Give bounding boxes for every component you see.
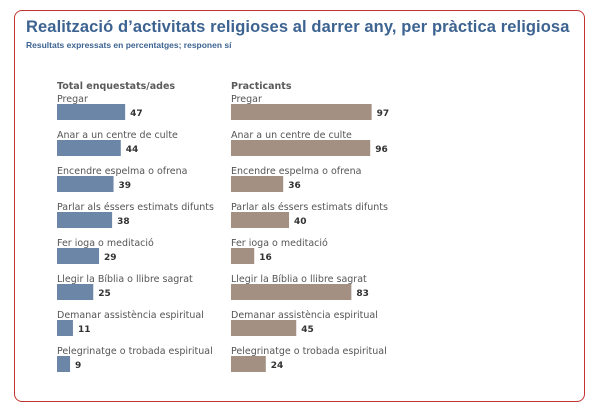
bar: [231, 248, 255, 264]
panel-title-practicants: Practicants: [231, 81, 292, 92]
category-label: Llegir la Bíblia o llibre sagrat: [231, 274, 367, 285]
bar: [57, 320, 73, 336]
value-label: 38: [117, 217, 130, 227]
bar: [57, 104, 126, 120]
bar: [57, 140, 121, 156]
bar: [231, 284, 352, 300]
category-label: Fer ioga o meditació: [57, 238, 154, 249]
bar: [57, 356, 71, 372]
value-label: 44: [126, 145, 139, 155]
value-label: 40: [294, 217, 307, 227]
category-label: Encendre espelma o ofrena: [231, 166, 361, 177]
chart-frame: [14, 10, 585, 402]
value-label: 9: [75, 361, 81, 371]
value-label: 25: [98, 289, 111, 299]
category-label: Pelegrinatge o trobada espiritual: [231, 346, 387, 357]
bar: [231, 140, 371, 156]
category-label: Pregar: [57, 94, 88, 105]
bar: [231, 356, 266, 372]
bar: [231, 212, 289, 228]
bar: [231, 320, 297, 336]
bar: [231, 176, 284, 192]
category-label: Encendre espelma o ofrena: [57, 166, 187, 177]
category-label: Demanar assistència espiritual: [231, 310, 378, 321]
bar: [57, 248, 100, 264]
bar: [57, 212, 113, 228]
chart-title: Realització d’activitats religioses al d…: [26, 18, 570, 36]
value-label: 47: [130, 109, 143, 119]
value-label: 16: [259, 253, 272, 263]
category-label: Pregar: [231, 94, 262, 105]
value-label: 11: [78, 325, 91, 335]
bar: [57, 284, 94, 300]
value-label: 36: [288, 181, 301, 191]
value-label: 45: [301, 325, 314, 335]
category-label: Anar a un centre de culte: [57, 130, 178, 141]
chart-subtitle: Resultats expressats en percentatges; re…: [26, 40, 232, 50]
panel-title-total: Total enquestats/ades: [57, 81, 176, 92]
value-label: 96: [375, 145, 388, 155]
category-label: Parlar als éssers estimats difunts: [57, 202, 214, 213]
category-label: Fer ioga o meditació: [231, 238, 328, 249]
category-label: Pelegrinatge o trobada espiritual: [57, 346, 213, 357]
bar: [57, 176, 114, 192]
category-label: Demanar assistència espiritual: [57, 310, 204, 321]
category-label: Anar a un centre de culte: [231, 130, 352, 141]
value-label: 97: [377, 109, 390, 119]
value-label: 29: [104, 253, 117, 263]
category-label: Llegir la Bíblia o llibre sagrat: [57, 274, 193, 285]
category-label: Parlar als éssers estimats difunts: [231, 202, 388, 213]
value-label: 24: [271, 361, 284, 371]
value-label: 83: [356, 289, 369, 299]
bar: [231, 104, 372, 120]
value-label: 39: [119, 181, 132, 191]
